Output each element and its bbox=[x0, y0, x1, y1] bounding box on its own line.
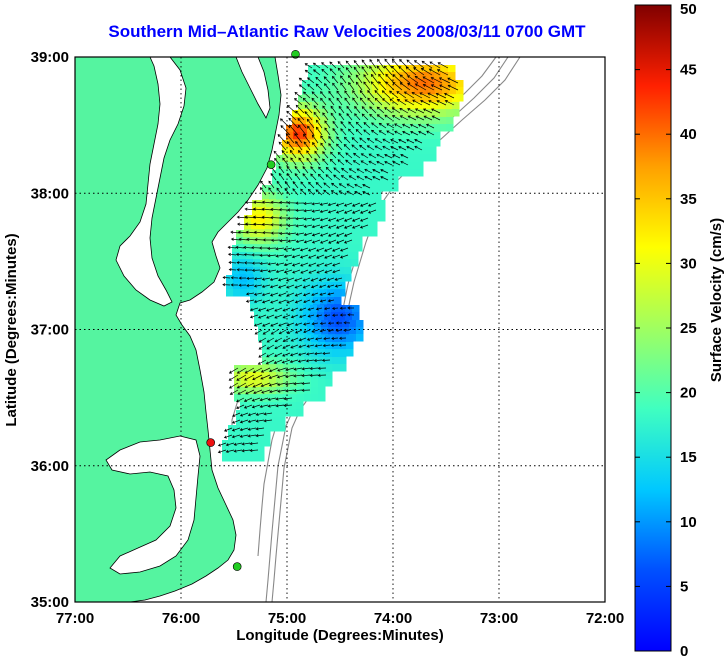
colorbar-tick-label: 25 bbox=[680, 320, 697, 337]
y-tick-label: 39:00 bbox=[31, 49, 69, 66]
chesapeake-bay bbox=[115, 57, 187, 307]
radar-station-marker bbox=[291, 49, 300, 59]
colorbar-tick-label: 5 bbox=[680, 578, 688, 595]
colorbar-tick-label: 30 bbox=[680, 255, 697, 272]
radar-station-marker bbox=[266, 160, 276, 169]
x-axis-label: Longitude (Degrees:Minutes) bbox=[236, 627, 444, 644]
colorbar-tick-label: 40 bbox=[680, 126, 697, 143]
y-tick-labels: 35:00 36:00 37:00 38:00 39:00 bbox=[31, 49, 69, 611]
colorbar-tick-label: 50 bbox=[680, 1, 697, 18]
radar-stations bbox=[206, 49, 300, 571]
y-axis-label: Latitude (Degrees:Minutes) bbox=[3, 233, 20, 426]
colorbar-tick-label: 35 bbox=[680, 191, 697, 208]
colorbar-label: Surface Velocity (cm/s) bbox=[708, 218, 724, 382]
colorbar-tick-label: 45 bbox=[680, 62, 697, 79]
x-tick-label: 75:00 bbox=[268, 610, 306, 627]
x-tick-label: 72:00 bbox=[586, 610, 624, 627]
colorbar-tick-label: 10 bbox=[680, 514, 697, 531]
colorbar-ticks: 0 5 10 15 20 25 30 35 40 45 50 bbox=[635, 1, 697, 659]
colorbar-tick-label: 20 bbox=[680, 385, 697, 402]
graticule bbox=[75, 57, 605, 602]
colorbar-tick-label: 0 bbox=[680, 643, 688, 659]
radar-station-marker bbox=[232, 562, 242, 571]
y-tick-label: 37:00 bbox=[31, 322, 69, 339]
colorbar bbox=[634, 4, 672, 652]
colorbar-tick-label: 15 bbox=[680, 449, 697, 466]
y-tick-label: 36:00 bbox=[31, 458, 69, 475]
radar-station-marker bbox=[206, 438, 215, 447]
plot-border bbox=[74, 56, 606, 603]
albemarle-sound bbox=[105, 435, 201, 575]
x-tick-labels: 77:00 76:00 75:00 74:00 73:00 72:00 bbox=[56, 610, 624, 627]
delaware-bay bbox=[235, 57, 271, 119]
x-tick-label: 77:00 bbox=[56, 610, 94, 627]
y-tick-label: 38:00 bbox=[31, 185, 69, 202]
x-tick-label: 76:00 bbox=[162, 610, 200, 627]
map-title: Southern Mid–Atlantic Raw Velocities 200… bbox=[108, 22, 586, 41]
y-tick-label: 35:00 bbox=[31, 594, 69, 611]
x-tick-label: 74:00 bbox=[374, 610, 412, 627]
x-tick-label: 73:00 bbox=[480, 610, 518, 627]
